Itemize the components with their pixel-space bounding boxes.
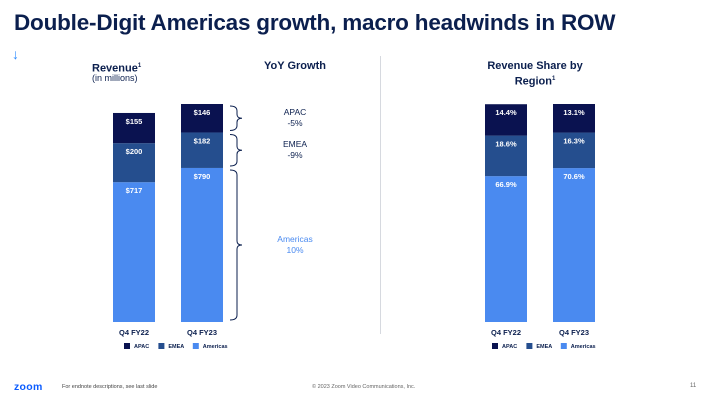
growth-region-emea: EMEA (283, 139, 307, 149)
revenue-bar-q4-fy22-emea (113, 143, 155, 183)
share-bar-q4-fy22-americas (485, 176, 527, 322)
revenue-bar-q4-fy22-americas (113, 182, 155, 322)
down-arrow-icon: ↓ (12, 46, 19, 62)
growth-value-americas: 10% (286, 245, 303, 255)
share-bar-q4-fy23-apac (553, 104, 595, 133)
share-label-q4-fy22-americas: 66.9% (495, 180, 517, 189)
revenue-share-header-line1: Revenue Share by (487, 60, 583, 72)
share-label-q4-fy23-emea: 16.3% (563, 137, 585, 146)
revenue-legend-label-americas: Americas (203, 344, 228, 350)
share-bar-q4-fy23-americas (553, 168, 595, 322)
revenue-share-header-note: 1 (551, 76, 556, 82)
share-legend-label-americas: Americas (571, 344, 596, 350)
revenue-bar-q4-fy23-americas (181, 167, 223, 322)
yoy-growth-header: YoY Growth (264, 60, 326, 72)
brace-apac (229, 105, 243, 131)
share-tick-q4-fy22: Q4 FY22 (491, 328, 521, 337)
revenue-header-label: Revenue (92, 62, 138, 75)
share-legend-label-apac: APAC (502, 344, 517, 350)
share-label-q4-fy23-americas: 70.6% (563, 172, 585, 181)
brace-americas (229, 169, 243, 321)
slide-title: Double-Digit Americas growth, macro head… (14, 10, 616, 35)
copyright-text: © 2023 Zoom Video Communications, Inc. (312, 384, 416, 390)
share-label-q4-fy22-emea: 18.6% (495, 140, 517, 149)
revenue-bar-q4-fy23-emea (181, 132, 223, 168)
revenue-legend-swatch-americas (192, 343, 199, 349)
revenue-share-header-line2-wrap: Region1 (470, 73, 600, 89)
revenue-header: Revenue1 (92, 60, 141, 76)
revenue-label-q4-fy22-apac: $155 (126, 117, 143, 126)
revenue-label-q4-fy22-americas: $717 (126, 186, 143, 195)
revenue-label-q4-fy23-emea: $182 (194, 136, 211, 145)
share-bar-q4-fy22-apac (485, 104, 527, 136)
revenue-tick-q4-fy22: Q4 FY22 (119, 328, 149, 337)
revenue-legend-label-apac: APAC (134, 344, 149, 350)
revenue-subheader: (in millions) (92, 73, 138, 83)
revenue-header-note: 1 (137, 63, 142, 69)
endnote-text: For endnote descriptions, see last slide (62, 384, 158, 390)
growth-region-americas: Americas (277, 234, 312, 244)
revenue-legend-label-emea: EMEA (168, 344, 184, 350)
share-tick-q4-fy23: Q4 FY23 (559, 328, 589, 337)
share-legend-label-emea: EMEA (536, 344, 552, 350)
share-legend-swatch-emea (526, 343, 533, 349)
revenue-legend-swatch-apac (124, 343, 130, 349)
revenue-label-q4-fy23-apac: $146 (194, 108, 211, 117)
brace-emea (229, 133, 243, 167)
growth-value-apac: -5% (287, 118, 303, 128)
revenue-label-q4-fy22-emea: $200 (126, 147, 143, 156)
share-label-q4-fy23-apac: 13.1% (563, 108, 585, 117)
share-bar-q4-fy23-emea (553, 132, 595, 169)
share-legend-swatch-apac (492, 343, 498, 349)
share-bar-q4-fy22-emea (485, 135, 527, 177)
growth-value-emea: -9% (287, 150, 303, 160)
share-label-q4-fy22-apac: 14.4% (495, 108, 517, 117)
revenue-bar-q4-fy22-apac (113, 112, 155, 144)
growth-region-apac: APAC (284, 107, 307, 117)
page-number: 11 (690, 383, 697, 389)
section-divider (380, 56, 381, 334)
revenue-bar-q4-fy23-apac (181, 104, 223, 133)
revenue-legend-swatch-emea (158, 343, 165, 349)
revenue-label-q4-fy23-americas: $790 (194, 172, 211, 181)
revenue-tick-q4-fy23: Q4 FY23 (187, 328, 217, 337)
revenue-share-header-line2: Region (514, 75, 552, 88)
revenue-share-header: Revenue Share by Region1 (470, 60, 600, 89)
share-legend-swatch-americas (560, 343, 567, 349)
zoom-logo: zoom (14, 381, 43, 393)
